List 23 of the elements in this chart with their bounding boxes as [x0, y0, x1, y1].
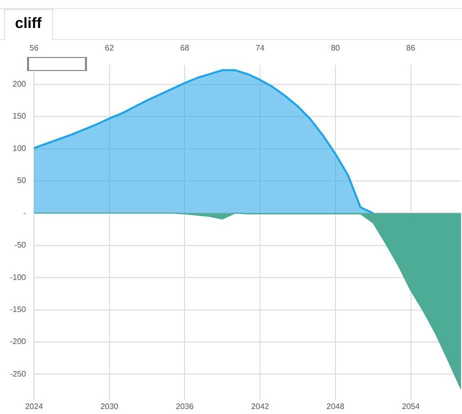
x-tick-label: 2030 — [100, 402, 119, 412]
x-tick-label: 2054 — [402, 402, 420, 412]
x-tick-label: 2048 — [326, 402, 345, 412]
chart-title: cliff — [4, 9, 53, 40]
x2-tick-label: 86 — [406, 43, 416, 52]
y-tick-label: 150 — [12, 112, 27, 121]
y-tick-label: -200 — [10, 337, 27, 346]
y-tick-label: -150 — [10, 305, 27, 314]
y-tick-label: - — [23, 208, 26, 218]
x-tick-label: 2036 — [176, 402, 194, 412]
x2-tick-label: 56 — [30, 43, 39, 52]
y-tick-label: 200 — [12, 80, 27, 89]
y-tick-label: -50 — [14, 240, 27, 250]
y-tick-label: -100 — [10, 272, 27, 282]
y-tick-label: 50 — [17, 176, 27, 186]
x2-tick-label: 74 — [256, 43, 266, 52]
x2-tick-label: 62 — [104, 43, 114, 52]
x-tick-label: 2024 — [25, 402, 44, 412]
x2-tick-label: 80 — [330, 43, 340, 52]
x2-tick-label: 68 — [180, 43, 190, 52]
y-tick-label: -250 — [10, 369, 27, 378]
y-tick-label: 100 — [12, 144, 27, 153]
x-tick-label: 2042 — [251, 402, 270, 412]
